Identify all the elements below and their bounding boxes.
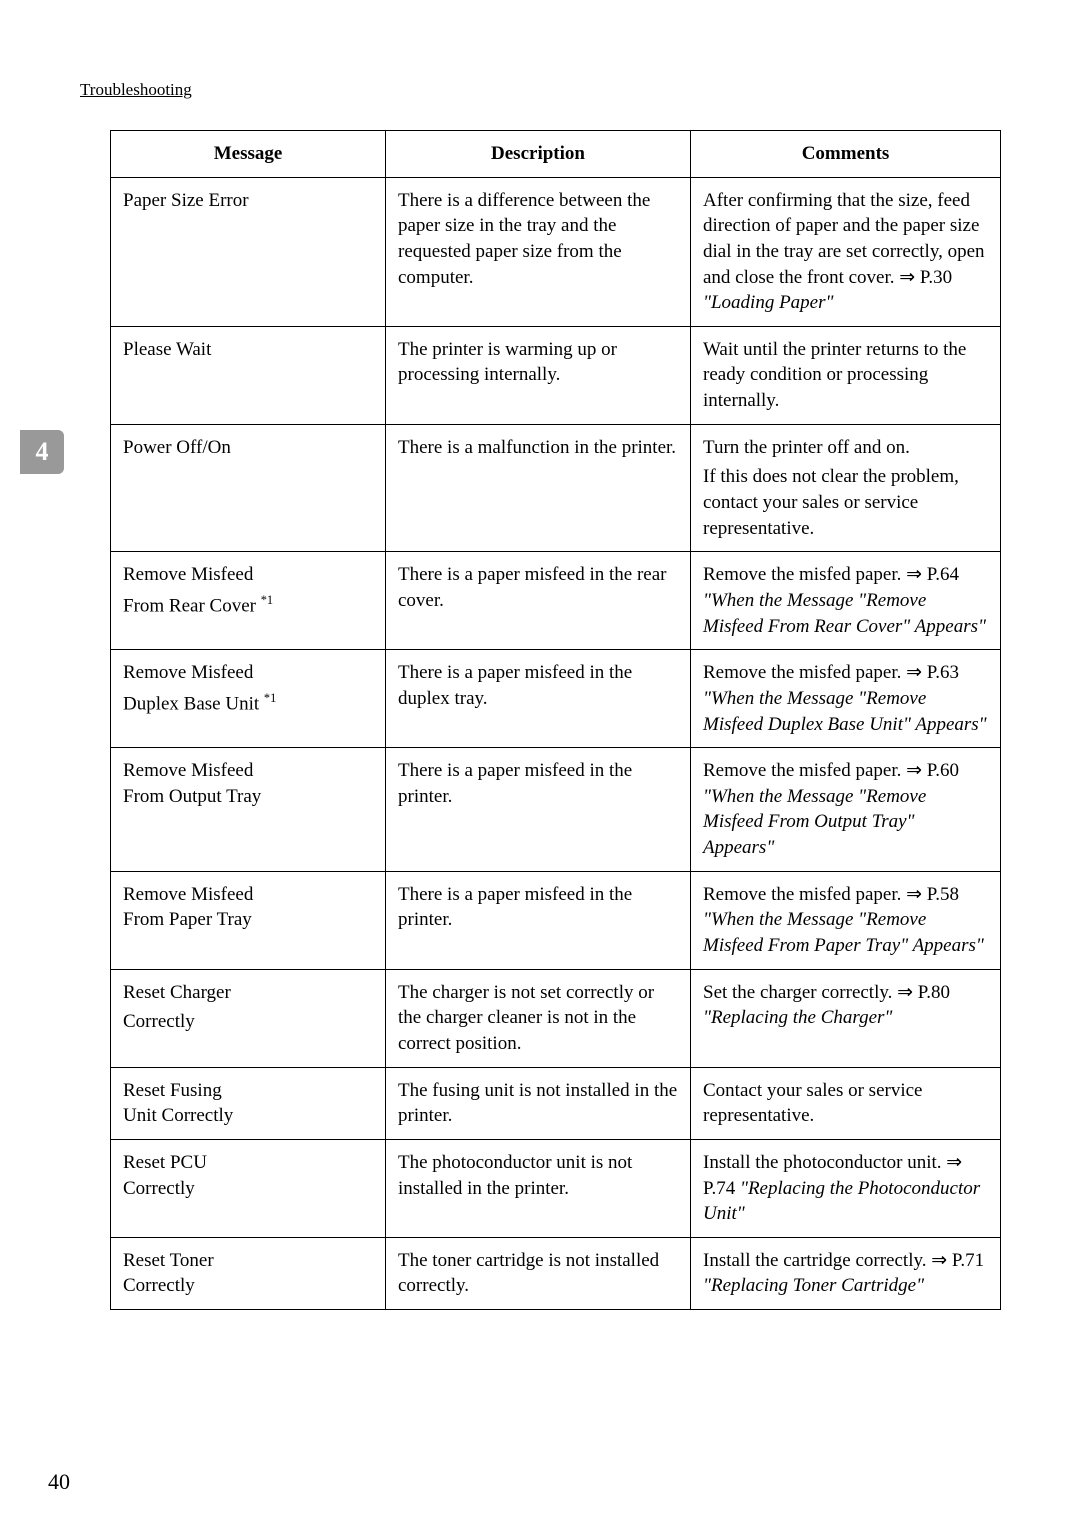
message-line: Remove Misfeed <box>123 758 373 784</box>
table-row: Power Off/On There is a malfunction in t… <box>111 424 1001 552</box>
message-text: Duplex Base Unit <box>123 693 264 714</box>
cell-comments: Install the cartridge correctly. ⇒ P.71 … <box>691 1237 1001 1309</box>
cell-message: Please Wait <box>111 326 386 424</box>
table-row: Remove Misfeed From Rear Cover *1 There … <box>111 552 1001 650</box>
comment-text: Remove the misfed paper. ⇒ P.58 <box>703 884 959 905</box>
cell-description: There is a paper misfeed in the printer. <box>386 871 691 969</box>
section-tab: 4 <box>20 430 64 474</box>
comment-italic: "Loading Paper" <box>703 292 834 313</box>
page-number: 40 <box>48 1469 70 1495</box>
cell-comments: After confirming that the size, feed dir… <box>691 177 1001 326</box>
footnote-ref: *1 <box>261 593 273 607</box>
table-row: Remove Misfeed From Output Tray There is… <box>111 748 1001 872</box>
comment-italic: "Replacing the Charger" <box>703 1007 892 1028</box>
comment-italic: "When the Message "Remove Misfeed Duplex… <box>703 688 987 735</box>
message-line: Reset Fusing <box>123 1078 373 1104</box>
troubleshooting-table: Message Description Comments Paper Size … <box>110 130 1001 1310</box>
table-row: Paper Size Error There is a difference b… <box>111 177 1001 326</box>
message-line: Unit Correctly <box>123 1103 373 1129</box>
cell-description: The charger is not set correctly or the … <box>386 969 691 1067</box>
message-line: Reset PCU <box>123 1150 373 1176</box>
table-header-row: Message Description Comments <box>111 131 1001 178</box>
cell-comments: Remove the misfed paper. ⇒ P.60 "When th… <box>691 748 1001 872</box>
cell-message: Remove Misfeed From Rear Cover *1 <box>111 552 386 650</box>
cell-description: There is a paper misfeed in the printer. <box>386 748 691 872</box>
table-row: Remove Misfeed Duplex Base Unit *1 There… <box>111 650 1001 748</box>
comment-italic: "When the Message "Remove Misfeed From R… <box>703 590 986 637</box>
cell-comments: Remove the misfed paper. ⇒ P.58 "When th… <box>691 871 1001 969</box>
cell-description: The photoconductor unit is not installed… <box>386 1139 691 1237</box>
comment-italic: "Replacing the Photoconductor Unit" <box>703 1178 980 1225</box>
header-comments: Comments <box>691 131 1001 178</box>
cell-message: Remove Misfeed From Output Tray <box>111 748 386 872</box>
cell-message: Power Off/On <box>111 424 386 552</box>
table-row: Reset Fusing Unit Correctly The fusing u… <box>111 1067 1001 1139</box>
cell-comments: Remove the misfed paper. ⇒ P.64 "When th… <box>691 552 1001 650</box>
cell-message: Remove Misfeed Duplex Base Unit *1 <box>111 650 386 748</box>
table-row: Reset PCU Correctly The photoconductor u… <box>111 1139 1001 1237</box>
comment-text: Remove the misfed paper. ⇒ P.63 <box>703 662 959 683</box>
table-row: Reset Charger Correctly The charger is n… <box>111 969 1001 1067</box>
message-line: Reset Toner <box>123 1248 373 1274</box>
comment-text: After confirming that the size, feed dir… <box>703 190 985 288</box>
comment-italic: "When the Message "Remove Misfeed From O… <box>703 786 926 858</box>
message-line: From Paper Tray <box>123 907 373 933</box>
cell-message: Reset PCU Correctly <box>111 1139 386 1237</box>
cell-description: There is a paper misfeed in the duplex t… <box>386 650 691 748</box>
comment-text: Set the charger correctly. ⇒ P.80 <box>703 982 950 1003</box>
cell-comments: Set the charger correctly. ⇒ P.80 "Repla… <box>691 969 1001 1067</box>
table-row: Reset Toner Correctly The toner cartridg… <box>111 1237 1001 1309</box>
message-line: Duplex Base Unit *1 <box>123 690 373 717</box>
message-line: From Output Tray <box>123 784 373 810</box>
header-description: Description <box>386 131 691 178</box>
cell-comments: Install the photoconductor unit. ⇒ P.74 … <box>691 1139 1001 1237</box>
cell-message: Paper Size Error <box>111 177 386 326</box>
cell-comments: Turn the printer off and on. If this doe… <box>691 424 1001 552</box>
cell-description: The fusing unit is not installed in the … <box>386 1067 691 1139</box>
comment-text: Remove the misfed paper. ⇒ P.60 <box>703 760 959 781</box>
cell-description: There is a paper misfeed in the rear cov… <box>386 552 691 650</box>
page-container: Troubleshooting 4 Message Description Co… <box>0 0 1080 1525</box>
message-line: Remove Misfeed <box>123 660 373 686</box>
cell-message: Reset Charger Correctly <box>111 969 386 1067</box>
footnote-ref: *1 <box>264 691 276 705</box>
message-line: Correctly <box>123 1009 373 1035</box>
cell-comments: Contact your sales or service representa… <box>691 1067 1001 1139</box>
cell-description: The printer is warming up or processing … <box>386 326 691 424</box>
table-row: Please Wait The printer is warming up or… <box>111 326 1001 424</box>
cell-message: Remove Misfeed From Paper Tray <box>111 871 386 969</box>
cell-message: Reset Toner Correctly <box>111 1237 386 1309</box>
message-line: Remove Misfeed <box>123 882 373 908</box>
section-header: Troubleshooting <box>80 80 1000 100</box>
comment-line: If this does not clear the problem, cont… <box>703 464 988 541</box>
comment-italic: "Replacing Toner Cartridge" <box>703 1275 924 1296</box>
cell-comments: Remove the misfed paper. ⇒ P.63 "When th… <box>691 650 1001 748</box>
message-text: From Rear Cover <box>123 595 261 616</box>
cell-comments: Wait until the printer returns to the re… <box>691 326 1001 424</box>
cell-description: There is a difference between the paper … <box>386 177 691 326</box>
cell-message: Reset Fusing Unit Correctly <box>111 1067 386 1139</box>
message-line: Remove Misfeed <box>123 562 373 588</box>
comment-text: Install the cartridge correctly. ⇒ P.71 <box>703 1250 984 1271</box>
comment-text: Remove the misfed paper. ⇒ P.64 <box>703 564 959 585</box>
message-line: From Rear Cover *1 <box>123 592 373 619</box>
header-message: Message <box>111 131 386 178</box>
cell-description: The toner cartridge is not installed cor… <box>386 1237 691 1309</box>
cell-description: There is a malfunction in the printer. <box>386 424 691 552</box>
message-line: Correctly <box>123 1273 373 1299</box>
comment-line: Turn the printer off and on. <box>703 435 988 461</box>
message-line: Reset Charger <box>123 980 373 1006</box>
table-row: Remove Misfeed From Paper Tray There is … <box>111 871 1001 969</box>
comment-italic: "When the Message "Remove Misfeed From P… <box>703 909 984 956</box>
message-line: Correctly <box>123 1176 373 1202</box>
